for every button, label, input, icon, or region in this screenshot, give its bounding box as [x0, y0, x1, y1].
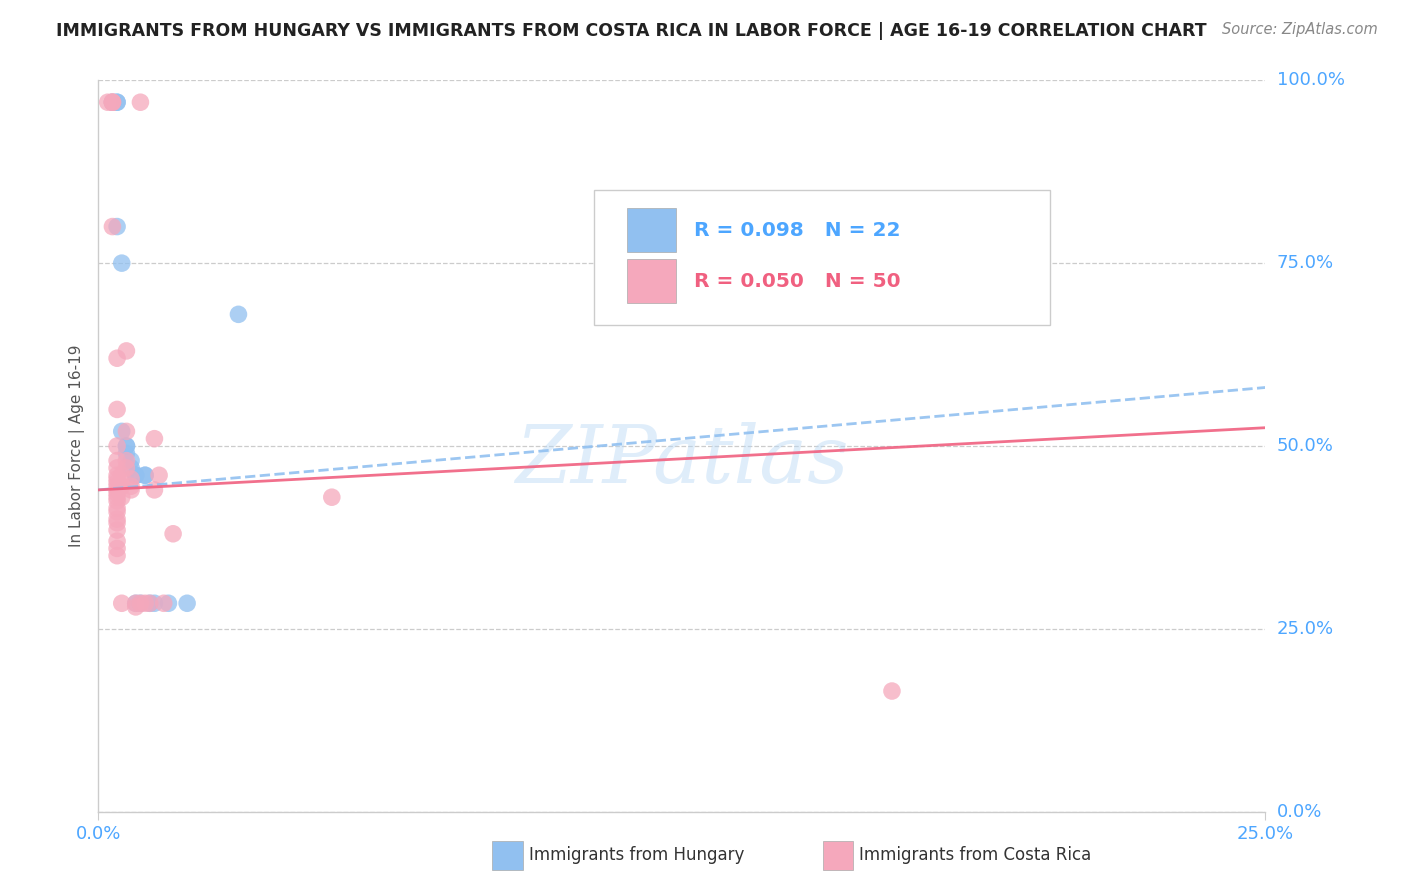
Point: [321, 490, 343, 504]
Point: [139, 596, 162, 610]
Point: [120, 483, 142, 497]
Point: [105, 516, 128, 530]
Point: [111, 596, 134, 610]
Text: ZIPatlas: ZIPatlas: [515, 422, 849, 500]
FancyBboxPatch shape: [595, 190, 1049, 326]
Point: [115, 425, 138, 439]
Point: [105, 439, 128, 453]
Point: [125, 596, 148, 610]
Text: Immigrants from Costa Rica: Immigrants from Costa Rica: [859, 847, 1091, 864]
Point: [105, 95, 128, 110]
Point: [176, 596, 198, 610]
Point: [101, 95, 124, 110]
Point: [97, 95, 120, 110]
Point: [148, 468, 170, 483]
Point: [101, 219, 124, 234]
Point: [105, 490, 128, 504]
Point: [129, 596, 152, 610]
Bar: [627, 209, 676, 252]
Point: [125, 468, 148, 483]
Point: [129, 596, 152, 610]
Point: [105, 479, 128, 493]
Point: [111, 490, 134, 504]
Point: [105, 453, 128, 467]
Point: [134, 596, 156, 610]
Point: [101, 95, 124, 110]
Point: [880, 684, 903, 698]
Point: [101, 95, 124, 110]
Point: [105, 534, 128, 549]
Point: [134, 468, 156, 483]
Point: [105, 512, 128, 526]
Point: [105, 219, 128, 234]
Point: [111, 425, 134, 439]
Point: [143, 432, 166, 446]
Point: [105, 461, 128, 475]
Point: [125, 468, 148, 483]
Point: [111, 479, 134, 493]
Point: [115, 453, 138, 467]
Point: [162, 526, 184, 541]
Point: [105, 494, 128, 508]
Point: [115, 446, 138, 460]
Point: [105, 486, 128, 500]
Point: [115, 439, 138, 453]
Text: IMMIGRANTS FROM HUNGARY VS IMMIGRANTS FROM COSTA RICA IN LABOR FORCE | AGE 16-19: IMMIGRANTS FROM HUNGARY VS IMMIGRANTS FR…: [56, 22, 1206, 40]
Text: 50.0%: 50.0%: [1277, 437, 1333, 455]
Point: [129, 95, 152, 110]
Point: [120, 453, 142, 467]
Point: [105, 523, 128, 537]
Point: [105, 475, 128, 490]
Text: 75.0%: 75.0%: [1277, 254, 1334, 272]
Text: 25.0%: 25.0%: [1277, 620, 1334, 638]
Point: [105, 402, 128, 417]
Text: 100.0%: 100.0%: [1277, 71, 1344, 89]
Point: [143, 483, 166, 497]
Point: [125, 596, 148, 610]
Point: [105, 468, 128, 483]
Point: [143, 596, 166, 610]
Text: 0.0%: 0.0%: [1277, 803, 1322, 821]
Point: [105, 95, 128, 110]
Y-axis label: In Labor Force | Age 16-19: In Labor Force | Age 16-19: [69, 344, 86, 548]
Point: [105, 501, 128, 516]
Point: [120, 479, 142, 493]
Point: [134, 468, 156, 483]
Point: [105, 351, 128, 366]
Point: [228, 307, 250, 321]
Point: [111, 468, 134, 483]
Text: Source: ZipAtlas.com: Source: ZipAtlas.com: [1222, 22, 1378, 37]
Point: [152, 596, 174, 610]
Point: [115, 461, 138, 475]
Text: R = 0.050   N = 50: R = 0.050 N = 50: [693, 272, 900, 291]
Point: [120, 472, 142, 486]
Point: [120, 461, 142, 475]
Point: [125, 599, 148, 614]
Point: [111, 256, 134, 270]
Point: [105, 549, 128, 563]
Point: [105, 483, 128, 497]
Point: [105, 472, 128, 486]
Point: [105, 541, 128, 556]
Point: [157, 596, 180, 610]
Point: [115, 439, 138, 453]
Point: [105, 505, 128, 519]
Bar: [627, 260, 676, 303]
Text: R = 0.098   N = 22: R = 0.098 N = 22: [693, 220, 900, 240]
Text: Immigrants from Hungary: Immigrants from Hungary: [529, 847, 744, 864]
Point: [101, 95, 124, 110]
Point: [139, 596, 162, 610]
Point: [115, 343, 138, 358]
